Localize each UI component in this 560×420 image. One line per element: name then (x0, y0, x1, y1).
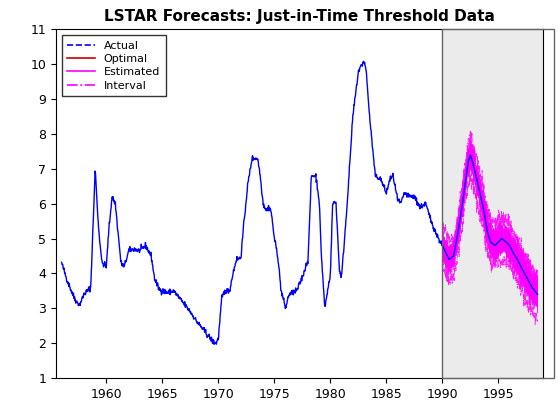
Title: LSTAR Forecasts: Just-in-Time Threshold Data: LSTAR Forecasts: Just-in-Time Threshold … (104, 9, 495, 24)
Legend: Actual, Optimal, Estimated, Interval: Actual, Optimal, Estimated, Interval (62, 35, 166, 96)
Bar (442, 29, 554, 378)
Bar (442, 29, 554, 378)
